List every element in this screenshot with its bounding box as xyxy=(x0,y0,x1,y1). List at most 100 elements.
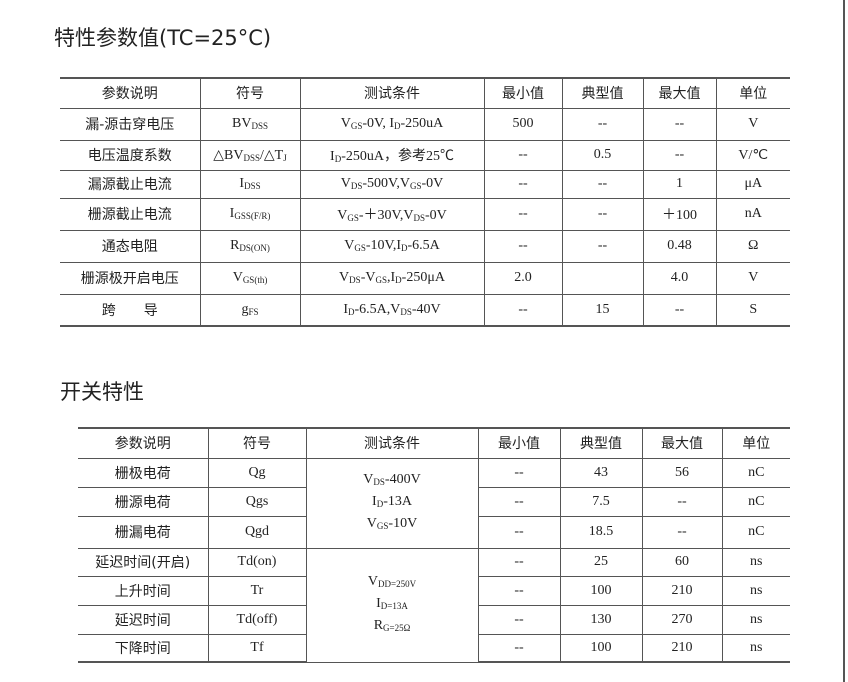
param-cell: 栅漏电荷 xyxy=(78,515,209,549)
column-header: 测试条件 xyxy=(299,77,485,109)
subscript: DS xyxy=(349,275,361,285)
text-segment: V xyxy=(363,472,374,487)
subscript: D xyxy=(347,306,355,317)
text-segment: -6.5A,V xyxy=(354,301,401,317)
condition-cell: ID-6.5A,VDS-40V xyxy=(299,293,485,327)
symbol-cell: IGSS(F/R) xyxy=(199,197,301,231)
subscript: DS xyxy=(373,477,385,487)
table-row: 漏-源击穿电压 BVDSS VGS-0V, ID-250uA 500 -- -- V xyxy=(60,107,790,141)
text-segment: -10V xyxy=(388,516,418,531)
text-segment: V xyxy=(339,270,350,285)
symbol-cell: Qgs xyxy=(207,486,307,517)
symbol-cell: BVDSS xyxy=(199,107,301,141)
max-cell: 60 xyxy=(641,547,723,577)
subscript: GS xyxy=(376,521,389,531)
table-row: 栅极电荷 Qg VDS-400V ID-13A VGS-10V -- 43 56 nC xyxy=(78,457,790,549)
symbol-cell: Qg xyxy=(207,457,307,488)
table-row: 跨 导 gFS ID-6.5A,VDS-40V -- 15 -- S xyxy=(60,293,790,327)
min-cell: -- xyxy=(483,197,563,231)
table-row: 电压温度系数 △BVDSS/△TJ ID-250uA，参考25℃ -- 0.5 --… xyxy=(60,139,790,171)
subscript: D xyxy=(334,154,342,164)
min-cell: -- xyxy=(477,486,561,517)
min-cell: -- xyxy=(477,547,561,577)
text-segment: I xyxy=(239,176,245,191)
param-cell: 栅源电荷 xyxy=(78,486,209,517)
subscript: GS xyxy=(409,181,422,191)
typ-cell: 0.5 xyxy=(561,139,644,171)
switching-table: 参数说明 符号 测试条件 最小值 典型值 最大值 单位 栅极电荷 Qg VDS-400V ID… xyxy=(78,427,790,663)
condition-cell: VGS-＋30V,VDS-0V xyxy=(299,197,485,231)
typ-cell: -- xyxy=(561,197,644,231)
section-title-characteristics: 特性参数值(TC=25°C) xyxy=(54,26,272,50)
subscript: DS xyxy=(413,213,425,223)
min-cell: -- xyxy=(477,633,561,663)
symbol-cell: gFS xyxy=(199,293,301,327)
text-segment: V xyxy=(344,238,355,253)
unit-cell: nC xyxy=(721,457,790,488)
subscript: FS xyxy=(248,306,259,317)
subscript: D xyxy=(376,499,384,509)
symbol-cell: Qgd xyxy=(207,515,307,549)
min-cell: -- xyxy=(483,229,563,263)
column-header: 最大值 xyxy=(642,77,717,109)
typ-cell: 100 xyxy=(559,633,643,663)
max-cell: 1 xyxy=(642,169,717,199)
subscript: GS xyxy=(350,121,363,131)
unit-cell: nC xyxy=(721,515,790,549)
subscript: D=13A xyxy=(380,601,408,611)
max-cell: ＋100 xyxy=(642,197,717,231)
unit-cell: ns xyxy=(721,604,790,635)
subscript: GSS(F/R) xyxy=(234,211,271,221)
text-segment: I xyxy=(372,494,377,509)
table-row: 通态电阻 RDS(ON) VGS-10V,ID-6.5A -- -- 0.48 Ω xyxy=(60,229,790,263)
unit-cell: nC xyxy=(721,486,790,517)
text-segment: V xyxy=(367,574,379,589)
max-cell: 0.48 xyxy=(642,229,717,263)
typ-cell: 43 xyxy=(559,457,643,488)
min-cell: -- xyxy=(483,169,563,199)
subscript: DSS xyxy=(244,181,261,191)
table-row: 上升时间 Tr -- 100 210 ns xyxy=(78,575,790,606)
unit-cell: μA xyxy=(715,169,790,199)
max-cell: 4.0 xyxy=(642,261,717,295)
min-cell: -- xyxy=(477,457,561,488)
text-segment: I xyxy=(343,301,348,317)
text-segment: V xyxy=(366,516,377,531)
text-segment: g xyxy=(241,301,249,317)
max-cell: -- xyxy=(642,139,717,171)
unit-cell: ns xyxy=(721,633,790,663)
param-cell: 漏-源击穿电压 xyxy=(60,107,201,141)
condition-cell: VDS-400V ID-13A VGS-10V xyxy=(305,457,479,549)
text-segment: -0V, I xyxy=(362,116,394,131)
column-header: 参数说明 xyxy=(78,427,209,459)
symbol-cell: RDS(ON) xyxy=(199,229,301,263)
text-segment: V xyxy=(340,116,351,131)
column-header: 最大值 xyxy=(641,427,723,459)
min-cell: -- xyxy=(477,515,561,549)
column-header: 单位 xyxy=(715,77,790,109)
text-segment: -400V xyxy=(384,472,421,487)
table-row: 延迟时间 Td(off) -- 130 270 ns xyxy=(78,604,790,635)
column-header: 符号 xyxy=(199,77,301,109)
column-header: 单位 xyxy=(721,427,790,459)
condition-cell: ID-250uA，参考25℃ xyxy=(299,139,485,171)
condition-line: ID-13A xyxy=(307,492,478,514)
symbol-cell: △BVDSS/△TJ xyxy=(199,139,301,171)
text-segment: -40V xyxy=(411,301,441,317)
typ-cell: 18.5 xyxy=(559,515,643,549)
typ-cell: 130 xyxy=(559,604,643,635)
header-row: 参数说明 符号 测试条件 最小值 典型值 最大值 单位 xyxy=(60,77,790,109)
text-segment: -250uA xyxy=(400,116,444,131)
column-header: 符号 xyxy=(207,427,307,459)
header-row: 参数说明 符号 测试条件 最小值 典型值 最大值 单位 xyxy=(78,427,790,459)
section-title-switching: 开关特性 xyxy=(60,380,144,404)
param-cell: 漏源截止电流 xyxy=(60,169,201,199)
condition-line: VGS-10V xyxy=(307,514,478,536)
subscript: D xyxy=(394,121,401,131)
column-header: 最小值 xyxy=(483,77,563,109)
max-cell: 270 xyxy=(641,604,723,635)
param-cell: 下降时间 xyxy=(78,633,209,663)
table-row: 延迟时间(开启) Td(on) VDD=250V ID=13A RG=25Ω -- 2… xyxy=(78,547,790,663)
subscript: DD=250V xyxy=(378,579,417,589)
